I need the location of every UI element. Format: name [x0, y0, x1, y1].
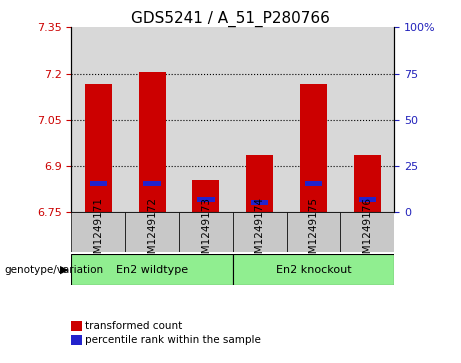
Bar [305, 180, 322, 185]
Text: En2 knockout: En2 knockout [276, 265, 351, 274]
Bar [287, 212, 340, 252]
Bar [300, 84, 327, 212]
Text: percentile rank within the sample: percentile rank within the sample [85, 335, 261, 345]
Text: GSM1249173: GSM1249173 [201, 197, 211, 267]
Bar [143, 180, 161, 185]
Bar [246, 155, 273, 212]
Bar [179, 212, 233, 252]
Bar [193, 180, 219, 212]
Bar [359, 197, 376, 201]
Bar [71, 212, 125, 252]
Bar [233, 212, 287, 252]
Text: GSM1249174: GSM1249174 [254, 197, 265, 267]
Bar [197, 197, 215, 201]
Text: GSM1249175: GSM1249175 [308, 197, 319, 267]
Text: GDS5241 / A_51_P280766: GDS5241 / A_51_P280766 [131, 11, 330, 27]
Text: ▶: ▶ [60, 265, 68, 274]
Bar [71, 254, 233, 285]
Bar [139, 72, 165, 212]
Bar [354, 155, 381, 212]
Bar [251, 200, 268, 205]
Bar [233, 254, 394, 285]
Text: GSM1249172: GSM1249172 [147, 197, 157, 267]
Bar [340, 212, 394, 252]
Text: genotype/variation: genotype/variation [5, 265, 104, 274]
Bar [89, 180, 107, 185]
Text: GSM1249171: GSM1249171 [93, 197, 103, 267]
Text: transformed count: transformed count [85, 321, 183, 331]
Text: En2 wildtype: En2 wildtype [116, 265, 188, 274]
Bar [125, 212, 179, 252]
Bar [85, 84, 112, 212]
Text: GSM1249176: GSM1249176 [362, 197, 372, 267]
